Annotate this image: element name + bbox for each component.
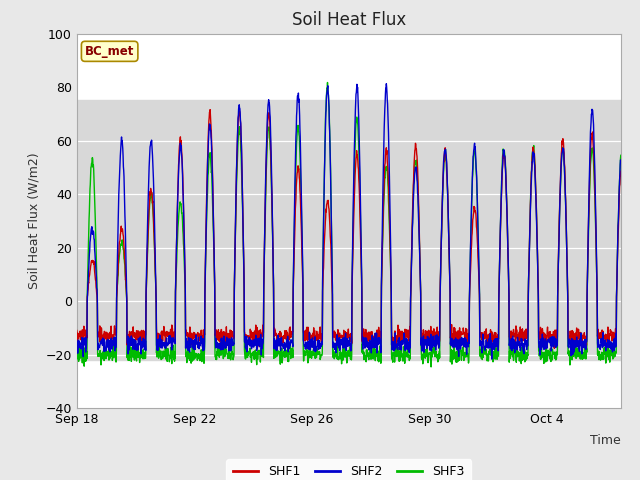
Text: BC_met: BC_met — [85, 45, 134, 58]
SHF3 — [73, 357, 81, 362]
SHF3 — [602, 360, 610, 366]
SHF2 — [488, 356, 495, 362]
SHF3 — [294, 125, 301, 131]
SHF2 — [73, 337, 81, 343]
SHF2 — [602, 348, 610, 354]
SHF2 — [294, 93, 301, 99]
SHF1 — [294, 163, 302, 168]
Line: SHF2: SHF2 — [77, 84, 621, 359]
SHF2 — [440, 167, 447, 173]
SHF1 — [463, 326, 470, 332]
Legend: SHF1, SHF2, SHF3: SHF1, SHF2, SHF3 — [227, 459, 471, 480]
Line: SHF1: SHF1 — [77, 109, 621, 349]
SHF2 — [617, 158, 625, 164]
SHF3 — [440, 167, 447, 173]
SHF1 — [617, 168, 625, 174]
SHF1 — [440, 158, 447, 164]
SHF1 — [602, 336, 610, 342]
Line: SHF3: SHF3 — [77, 83, 621, 367]
SHF2 — [383, 81, 390, 86]
SHF3 — [428, 364, 435, 370]
Bar — [77, 100, 621, 360]
SHF1 — [140, 328, 148, 334]
SHF2 — [575, 348, 583, 354]
SHF1 — [73, 327, 81, 333]
SHF1 — [575, 336, 583, 342]
SHF1 — [206, 107, 214, 112]
SHF1 — [390, 346, 398, 352]
Text: Time: Time — [590, 434, 621, 447]
SHF3 — [463, 344, 470, 350]
SHF3 — [324, 80, 332, 85]
SHF2 — [463, 336, 470, 342]
SHF3 — [617, 153, 625, 158]
SHF2 — [140, 336, 148, 342]
SHF3 — [140, 353, 148, 359]
SHF3 — [575, 351, 583, 357]
Title: Soil Heat Flux: Soil Heat Flux — [292, 11, 406, 29]
Y-axis label: Soil Heat Flux (W/m2): Soil Heat Flux (W/m2) — [27, 153, 40, 289]
